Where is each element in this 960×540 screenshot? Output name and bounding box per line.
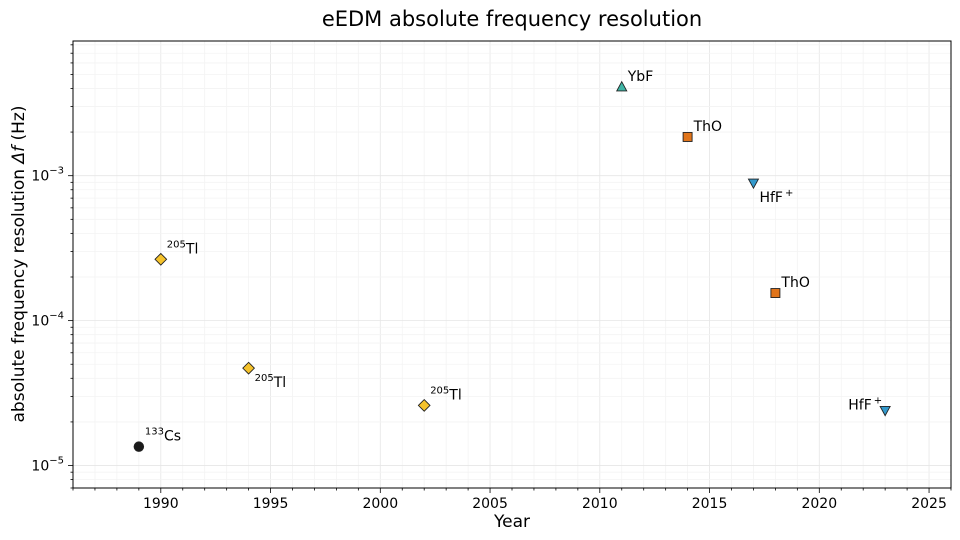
y-tick-label: 10−3 xyxy=(31,166,64,185)
data-label: 205Tl xyxy=(255,373,287,391)
data-labels: 133Cs 205Tl 205Tl 205Tl YbF ThO HfF + ThO HfF + xyxy=(145,69,882,445)
y-tick-label: 10−4 xyxy=(31,311,64,330)
data-label: 205Tl xyxy=(167,239,199,257)
y-axis-label-symbol: Δf xyxy=(9,143,29,166)
data-label: 133Cs xyxy=(145,427,181,445)
data-label: HfF + xyxy=(759,188,793,206)
data-label: ThO xyxy=(693,119,722,135)
x-tick-label: 2005 xyxy=(472,496,508,512)
y-axis-label-unit: (Hz) xyxy=(9,106,29,146)
x-axis: 1990 1995 2000 2005 2010 2015 2020 2025 xyxy=(72,488,952,512)
y-tick-label: 10−5 xyxy=(31,456,64,475)
x-tick-label: 2025 xyxy=(911,496,947,512)
chart-title: eEDM absolute frequency resolution xyxy=(322,7,702,31)
y-axis-label-main: absolute frequency resolution xyxy=(9,164,29,423)
x-tick-label: 2010 xyxy=(582,496,618,512)
x-tick-label: 2015 xyxy=(692,496,728,512)
x-tick-label: 1990 xyxy=(143,496,179,512)
x-tick-label: 1995 xyxy=(253,496,289,512)
data-point-diamond xyxy=(154,252,168,266)
data-label: ThO xyxy=(780,275,809,291)
data-label: 205Tl xyxy=(430,385,462,403)
x-axis-label: Year xyxy=(493,512,530,532)
x-tick-label: 2020 xyxy=(801,496,837,512)
data-point-triangle-up xyxy=(615,80,628,92)
data-point-diamond xyxy=(242,361,256,375)
grid xyxy=(72,41,952,489)
data-point-circle xyxy=(133,441,145,452)
y-axis: 10−5 10−4 10−3 xyxy=(31,44,73,489)
data-point-diamond xyxy=(417,398,431,412)
y-axis-label: absolute frequency resolution Δf (Hz) xyxy=(9,106,29,423)
data-point-square xyxy=(770,288,781,298)
data-label: HfF + xyxy=(848,395,882,413)
data-points xyxy=(133,80,891,452)
data-point-square xyxy=(682,132,693,142)
x-tick-label: 2000 xyxy=(362,496,398,512)
data-point-triangle-down xyxy=(879,405,891,417)
data-point-triangle-down xyxy=(747,178,760,190)
data-label: YbF xyxy=(627,69,654,85)
